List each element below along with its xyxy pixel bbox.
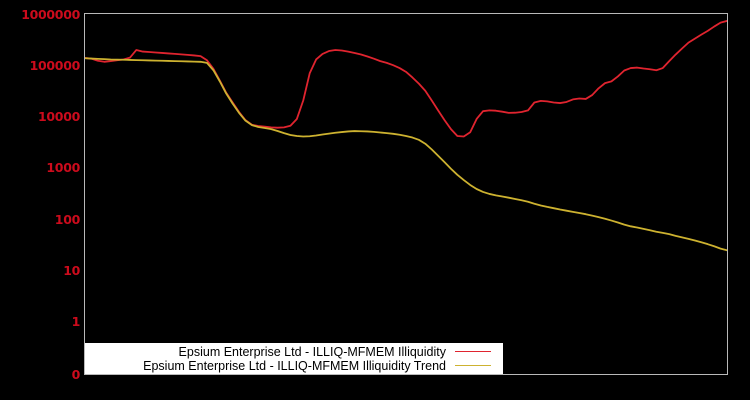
legend: Epsium Enterprise Ltd - ILLIQ-MFMEM Illi… — [85, 343, 503, 374]
y-axis-tick-label: 1 — [71, 314, 81, 329]
legend-entry: Epsium Enterprise Ltd - ILLIQ-MFMEM Illi… — [85, 358, 503, 373]
legend-entry-label: Epsium Enterprise Ltd - ILLIQ-MFMEM Illi… — [178, 344, 446, 359]
series-line — [85, 58, 727, 250]
y-axis-tick-label: 1000 — [46, 160, 80, 175]
y-axis-tick-label: 1000000 — [21, 7, 80, 22]
legend-line-swatch-illiquidity — [455, 351, 491, 352]
y-axis-tick-label: 100000 — [29, 58, 81, 73]
y-axis-tick-label: 0 — [71, 367, 81, 382]
y-axis-tick-label: 10000 — [38, 109, 80, 124]
y-axis-tick-label: 10 — [63, 263, 80, 278]
y-axis: 1000000 100000 10000 1000 100 10 1 0 — [0, 0, 80, 400]
legend-entry-label: Epsium Enterprise Ltd - ILLIQ-MFMEM Illi… — [143, 358, 446, 373]
legend-entry: Epsium Enterprise Ltd - ILLIQ-MFMEM Illi… — [85, 344, 503, 359]
y-axis-tick-label: 100 — [54, 212, 81, 227]
legend-line-swatch-illiquidity-trend — [455, 365, 491, 366]
plot-lines — [85, 14, 727, 374]
plot-area — [84, 13, 728, 375]
series-line — [85, 21, 727, 137]
